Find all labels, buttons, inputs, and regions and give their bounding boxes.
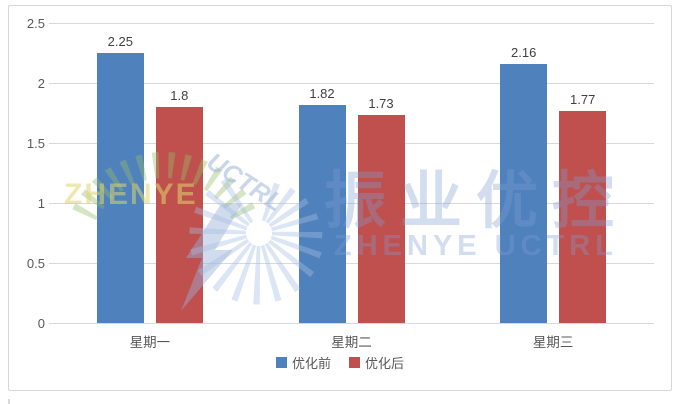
gridline-2 (49, 83, 654, 84)
bar-series1-group2[interactable] (559, 110, 607, 323)
data-label-series1-group0: 1.8 (170, 88, 189, 103)
y-axis-tick-0: 0 (37, 316, 45, 331)
gridline-1.5 (49, 143, 654, 144)
data-label-series0-group1: 1.82 (309, 85, 335, 101)
x-axis-category-1: 星期二 (331, 335, 372, 350)
legend-swatch-icon (275, 357, 287, 368)
data-label-series0-group2: 2.16 (511, 44, 537, 60)
legend-swatch-icon (349, 357, 360, 368)
legend-label: 优化前 (291, 356, 331, 371)
data-label-series1-group2: 1.77 (570, 91, 596, 107)
bar-series1-group0[interactable] (155, 107, 203, 323)
bar-series0-group1[interactable] (298, 104, 346, 323)
bar-series1-group1[interactable] (357, 115, 405, 323)
y-axis-tick-1: 1 (37, 196, 45, 211)
data-label-series1-group1: 1.73 (368, 96, 394, 112)
chart-legend: 优化前 优化后 (9, 353, 671, 372)
gridline-2.5 (49, 23, 654, 24)
legend-item-series0[interactable]: 优化前 (275, 353, 331, 372)
gridline-0 (49, 323, 654, 324)
x-axis-category-2: 星期三 (532, 335, 574, 350)
next-chart-partial-border (8, 399, 10, 404)
y-axis-tick-2: 2 (37, 76, 45, 91)
plot-area: 2.5 2 1.5 1 0.5 0 2.25 1.8 星期一 1.82 1.73 星期二 2.16 1.7… (27, 17, 654, 350)
legend-label: 优化后 (365, 356, 405, 371)
legend-item-series1[interactable]: 优化后 (349, 353, 404, 372)
y-axis-tick-0.5: 0.5 (26, 256, 45, 271)
data-label-series0-group0: 2.25 (107, 34, 133, 49)
bar-series0-group0[interactable] (96, 53, 144, 323)
bar-series0-group2[interactable] (500, 63, 548, 323)
gridline-0.5 (49, 263, 654, 264)
gridline-1 (49, 203, 654, 204)
x-axis-category-0: 星期一 (129, 335, 171, 350)
y-axis-tick-2.5: 2.5 (26, 16, 45, 31)
y-axis-tick-1.5: 1.5 (26, 136, 45, 151)
bar-chart-card: 2.5 2 1.5 1 0.5 0 2.25 1.8 星期一 1.82 1.73 星期二 2.16 1.7… (8, 5, 672, 391)
